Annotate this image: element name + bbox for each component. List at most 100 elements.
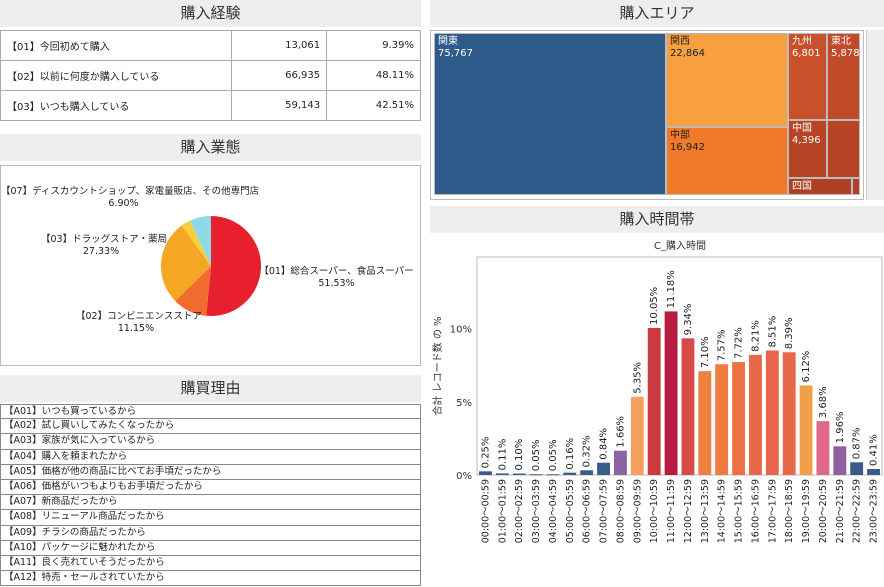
treemap-cell[interactable]: 九州 6,801 bbox=[788, 33, 827, 120]
list-item[interactable]: 【A03】家族が気に入っているから bbox=[0, 434, 421, 450]
cell-label: 【01】今回初めて購入 bbox=[0, 30, 233, 61]
bar-data-label: 9.34% bbox=[683, 304, 694, 336]
treemap-cell[interactable]: 中国 4,396 bbox=[788, 120, 827, 178]
x-tick-label: 01:00～01:59 bbox=[497, 479, 508, 543]
x-tick-label: 18:00～18:59 bbox=[784, 479, 795, 543]
treemap-scrollbar[interactable] bbox=[866, 30, 884, 200]
bar-data-label: 0.11% bbox=[497, 439, 508, 471]
x-tick-label: 21:00～21:59 bbox=[835, 479, 846, 543]
treemap-cell-value: 16,942 bbox=[670, 142, 705, 153]
treemap-cell-value: 22,864 bbox=[670, 48, 705, 59]
purchase-reason-list: 【A01】いつも買っているから 【A02】試し買いしてみたくなったから 【A03】家… bbox=[0, 404, 421, 587]
bar[interactable] bbox=[850, 462, 864, 475]
y-axis-label: 合計 レコード数 の % bbox=[431, 316, 444, 415]
table-row: 【02】以前に何度か購入している 66,935 48.11% bbox=[0, 60, 421, 91]
list-item[interactable]: 【A12】特売・セールされていたから bbox=[0, 571, 421, 587]
pie-slice[interactable] bbox=[189, 216, 211, 266]
bar[interactable] bbox=[765, 350, 779, 475]
cell-label: 【02】以前に何度か購入している bbox=[0, 60, 233, 91]
bar-data-label: 0.41% bbox=[869, 434, 880, 466]
bar[interactable] bbox=[529, 474, 543, 476]
list-item[interactable]: 【A10】パッケージに魅かれたから bbox=[0, 540, 421, 556]
bar-data-label: 0.87% bbox=[852, 427, 863, 459]
treemap-cell[interactable] bbox=[852, 178, 860, 195]
plot-area bbox=[476, 256, 883, 476]
treemap-cell-value: 5,878 bbox=[831, 48, 860, 59]
treemap-cell[interactable]: 中部 16,942 bbox=[666, 127, 788, 195]
bar[interactable] bbox=[512, 473, 526, 475]
bar[interactable] bbox=[630, 396, 644, 475]
x-tick-label: 02:00～02:59 bbox=[514, 479, 525, 543]
x-tick-label: 13:00～13:59 bbox=[700, 479, 711, 543]
bar-data-label: 0.32% bbox=[582, 436, 593, 468]
list-item[interactable]: 【A01】いつも買っているから bbox=[0, 404, 421, 420]
list-item[interactable]: 【A02】試し買いしてみたくなったから bbox=[0, 419, 421, 435]
purchase-experience-header: 購入経験 bbox=[0, 0, 421, 27]
bar[interactable] bbox=[664, 311, 678, 475]
cell-label: 【03】いつも購入している bbox=[0, 90, 233, 121]
y-tick-label: 0% bbox=[456, 471, 472, 482]
pie-label-03: 【03】ドラッグストア・薬局 27.33% bbox=[41, 234, 168, 257]
bar[interactable] bbox=[580, 470, 594, 475]
pie-label-01: 【01】総合スーパー、食品スーパー 51.53% bbox=[259, 266, 414, 289]
bar[interactable] bbox=[681, 338, 695, 475]
x-tick-label: 05:00～05:59 bbox=[565, 479, 576, 543]
bar[interactable] bbox=[749, 354, 762, 475]
x-tick-label: 07:00～07:59 bbox=[599, 479, 610, 543]
treemap-cell-name: 関西 bbox=[670, 36, 690, 47]
list-item[interactable]: 【A07】新商品だったから bbox=[0, 495, 421, 511]
bar[interactable] bbox=[867, 469, 880, 475]
pie-slice[interactable] bbox=[175, 266, 211, 316]
bar-data-label: 8.21% bbox=[750, 320, 761, 352]
y-tick-label: 5% bbox=[456, 398, 472, 409]
bar-data-label: 7.10% bbox=[700, 336, 711, 368]
pie-slice[interactable] bbox=[206, 216, 262, 316]
pie-slice[interactable] bbox=[181, 220, 211, 266]
list-item[interactable]: 【A11】良く売れていそうだったから bbox=[0, 555, 421, 572]
x-tick-label: 11:00～11:59 bbox=[666, 479, 677, 543]
bar[interactable] bbox=[563, 472, 577, 475]
pie-slice[interactable] bbox=[160, 225, 211, 301]
bar[interactable] bbox=[479, 471, 492, 475]
table-row: 【01】今回初めて購入 13,061 9.39% bbox=[0, 30, 421, 61]
pie-label-02: 【02】コンビニエンスストア 11.15% bbox=[76, 311, 202, 334]
treemap-cell[interactable]: 四国 bbox=[788, 178, 852, 195]
bar-data-label: 8.39% bbox=[784, 317, 795, 349]
list-item[interactable]: 【A06】価格がいつもよりもお手頃だったから bbox=[0, 479, 421, 496]
x-tick-label: 17:00～17:59 bbox=[767, 479, 778, 543]
bar[interactable] bbox=[732, 362, 745, 475]
bar-data-label: 7.57% bbox=[717, 329, 728, 361]
bar[interactable] bbox=[597, 462, 610, 475]
treemap-cell[interactable]: 関西 22,864 bbox=[666, 33, 788, 127]
bar[interactable] bbox=[614, 450, 627, 475]
list-item[interactable]: 【A08】リニューアル商品だったから bbox=[0, 510, 421, 526]
bar[interactable] bbox=[782, 352, 796, 475]
bar[interactable] bbox=[546, 474, 560, 476]
chart-title: C_購入時間 bbox=[654, 239, 706, 252]
treemap-cell[interactable] bbox=[827, 120, 860, 178]
list-item[interactable]: 【A09】チラシの商品だったから bbox=[0, 525, 421, 541]
x-tick-label: 19:00～19:59 bbox=[801, 479, 812, 543]
cell-pct: 9.39% bbox=[326, 30, 421, 61]
bar[interactable] bbox=[698, 371, 712, 475]
purchase-reason-header: 購買理由 bbox=[0, 375, 421, 402]
bar-data-label: 3.68% bbox=[818, 386, 829, 418]
bar[interactable] bbox=[647, 327, 661, 475]
list-item[interactable]: 【A04】購入を頼まれたから bbox=[0, 449, 421, 465]
bar[interactable] bbox=[799, 385, 813, 475]
list-item[interactable]: 【A05】価格が他の商品に比べてお手頃だったから bbox=[0, 464, 421, 480]
bar[interactable] bbox=[495, 473, 509, 475]
treemap-cell[interactable]: 東北 5,878 bbox=[827, 33, 860, 120]
bar[interactable] bbox=[715, 364, 729, 475]
x-tick-label: 15:00～15:59 bbox=[734, 479, 745, 543]
table-row: 【03】いつも購入している 59,143 42.51% bbox=[0, 90, 421, 121]
treemap-cell[interactable]: 関東 75,767 bbox=[434, 33, 666, 195]
treemap-cell-name: 関東 bbox=[438, 36, 458, 47]
bar-data-label: 1.66% bbox=[615, 416, 626, 448]
x-tick-label: 09:00～09:59 bbox=[632, 479, 643, 543]
bar[interactable] bbox=[816, 421, 830, 475]
bar[interactable] bbox=[833, 446, 847, 475]
y-tick-label: 10% bbox=[450, 325, 472, 336]
treemap-cell-value: 75,767 bbox=[438, 48, 473, 59]
bar-data-label: 8.51% bbox=[767, 316, 778, 348]
